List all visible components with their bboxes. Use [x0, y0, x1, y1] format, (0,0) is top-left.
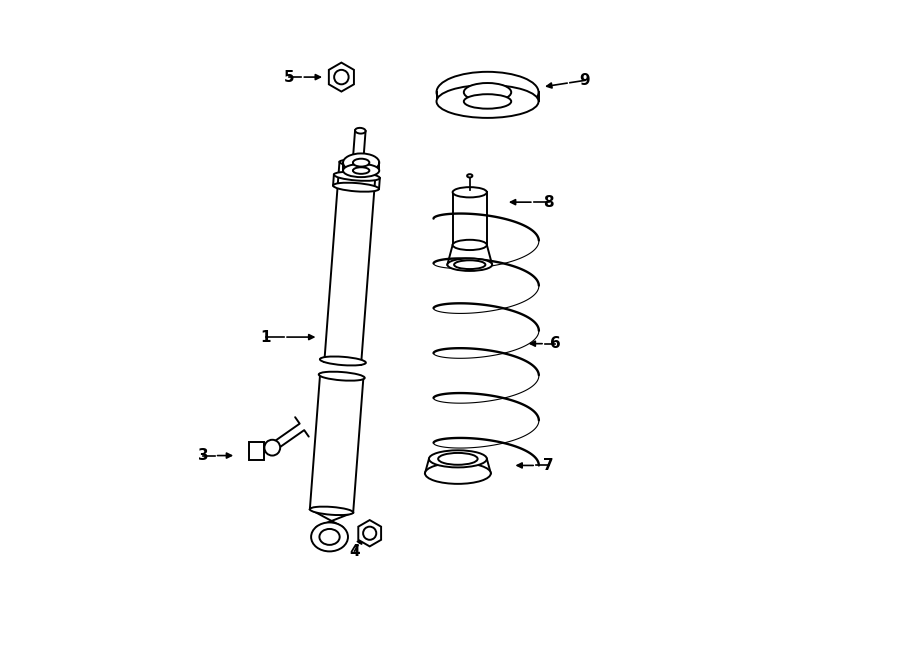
Polygon shape	[358, 520, 381, 547]
Ellipse shape	[464, 83, 511, 101]
Ellipse shape	[343, 153, 379, 172]
Ellipse shape	[346, 157, 370, 165]
Text: 3: 3	[198, 448, 209, 463]
Ellipse shape	[320, 356, 365, 366]
Ellipse shape	[467, 174, 472, 177]
Ellipse shape	[453, 240, 487, 250]
Ellipse shape	[319, 371, 364, 381]
Polygon shape	[328, 63, 354, 92]
Text: 8: 8	[544, 194, 554, 210]
Ellipse shape	[333, 182, 379, 192]
Ellipse shape	[343, 164, 379, 177]
Ellipse shape	[429, 450, 487, 467]
Ellipse shape	[453, 187, 487, 198]
Circle shape	[363, 527, 376, 540]
Bar	[249, 442, 264, 460]
Text: 7: 7	[544, 458, 554, 473]
Ellipse shape	[334, 172, 380, 181]
Text: 2: 2	[359, 155, 370, 170]
Ellipse shape	[436, 85, 538, 118]
Ellipse shape	[425, 463, 490, 484]
Circle shape	[334, 70, 348, 85]
Ellipse shape	[310, 506, 353, 515]
Ellipse shape	[438, 453, 478, 465]
Text: 5: 5	[284, 69, 294, 85]
Ellipse shape	[339, 160, 376, 167]
Ellipse shape	[311, 522, 348, 551]
Ellipse shape	[447, 258, 492, 271]
Ellipse shape	[356, 128, 365, 134]
Text: 9: 9	[580, 73, 590, 88]
Text: 4: 4	[349, 543, 360, 559]
Ellipse shape	[353, 167, 369, 174]
Ellipse shape	[436, 72, 538, 112]
Ellipse shape	[353, 159, 369, 167]
Ellipse shape	[464, 95, 511, 108]
Text: 1: 1	[260, 330, 271, 344]
Circle shape	[265, 440, 280, 455]
Ellipse shape	[454, 260, 485, 269]
Text: 6: 6	[550, 336, 561, 351]
Ellipse shape	[320, 529, 339, 545]
